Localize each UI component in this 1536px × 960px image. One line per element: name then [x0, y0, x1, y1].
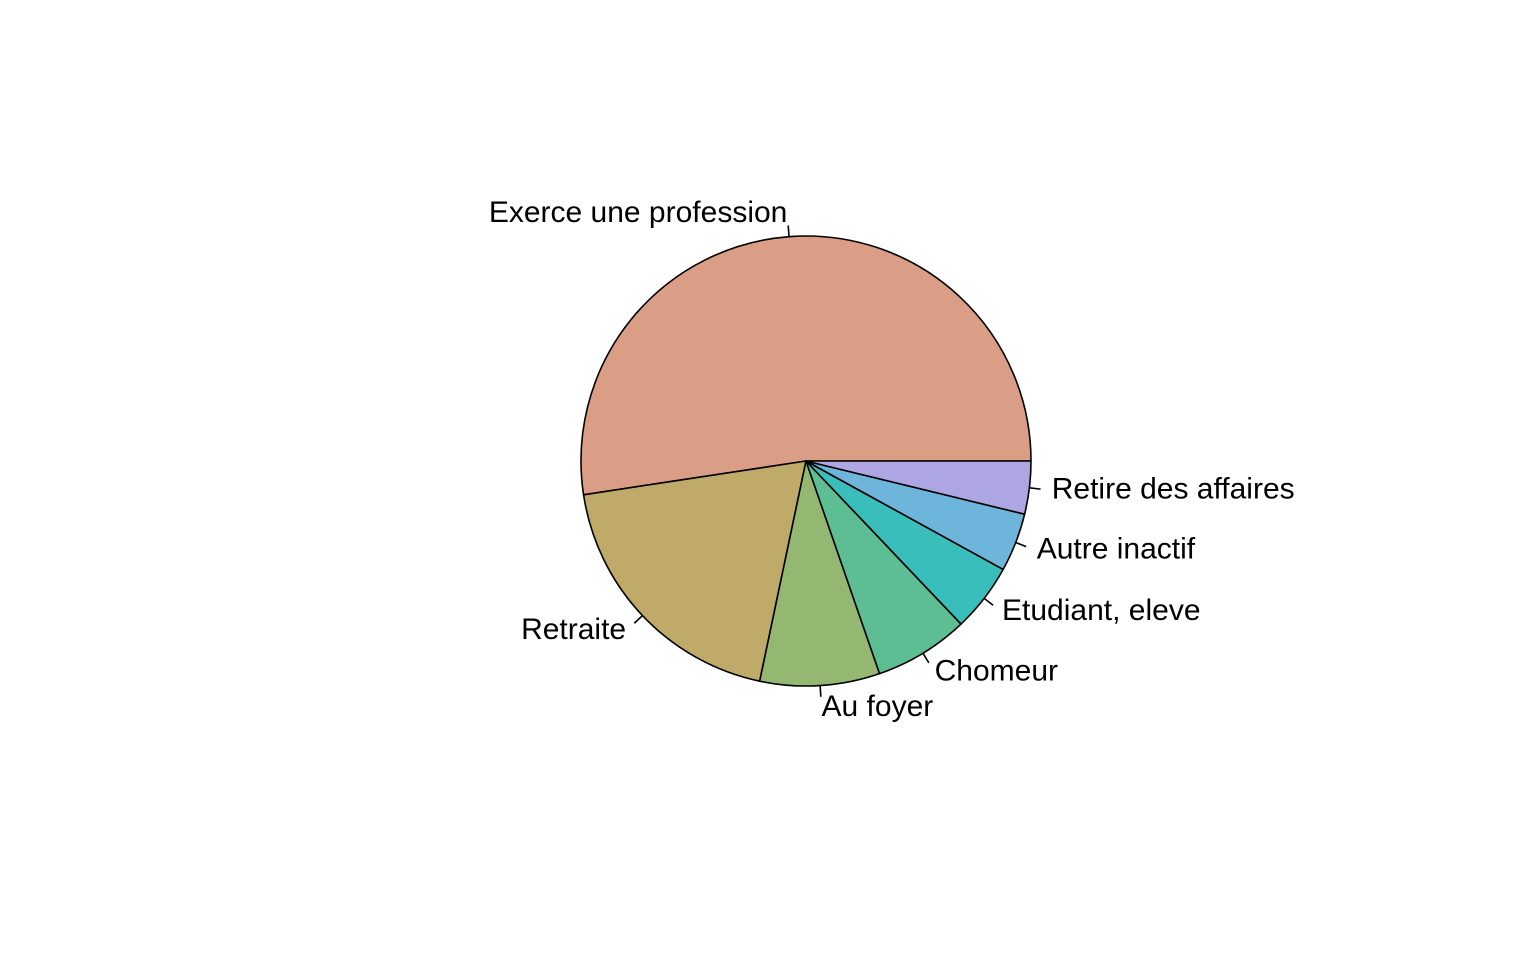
pie-slice-label: Exerce une profession — [489, 196, 788, 229]
pie-label-tick — [983, 597, 994, 606]
pie-slice-label: Retraite — [521, 613, 626, 646]
pie-slice — [805, 460, 1032, 516]
pie-slice — [580, 235, 1032, 496]
pie-label-tick — [1015, 541, 1027, 548]
pie-slice-label: Chomeur — [935, 654, 1058, 687]
pie-slices — [580, 235, 1032, 687]
pie-slice-label: Au foyer — [822, 690, 934, 723]
pie-label-tick — [819, 685, 822, 697]
pie-label-tick — [633, 614, 644, 624]
pie-labels: Exerce une profession Retraite Au foyerCho… — [489, 196, 1295, 723]
pie-label-tick — [922, 652, 930, 664]
pie-slice-label: Autre inactif — [1037, 533, 1196, 566]
pie-slice-label: Retire des affaires — [1052, 472, 1295, 505]
pie-slice — [758, 460, 881, 687]
pie-slice-label: Etudiant, eleve — [1002, 594, 1200, 627]
pie-label-ticks — [633, 225, 1041, 697]
pie-label-tick — [1029, 487, 1041, 490]
pie-label-tick — [787, 225, 790, 237]
